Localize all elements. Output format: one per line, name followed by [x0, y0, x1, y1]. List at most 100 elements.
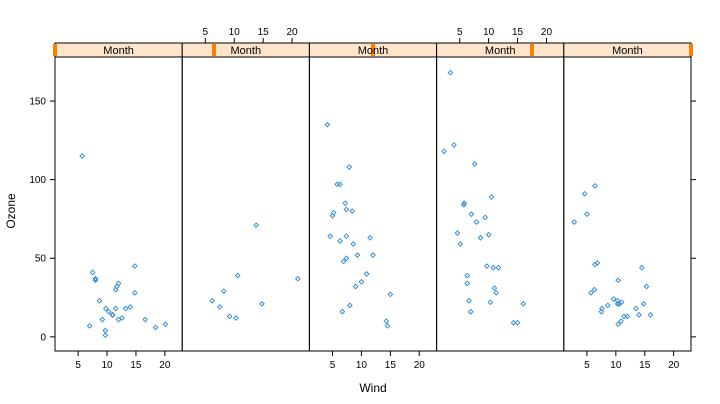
data-point — [162, 321, 169, 328]
data-point — [490, 264, 497, 271]
data-point — [346, 302, 353, 309]
data-point — [112, 305, 119, 312]
data-point — [618, 299, 625, 306]
strip-label-4: Month — [485, 45, 516, 57]
data-point — [105, 308, 112, 315]
data-point — [467, 308, 474, 315]
data-point — [581, 190, 588, 197]
data-point — [294, 275, 301, 282]
data-point — [454, 230, 461, 236]
data-point — [337, 181, 343, 188]
data-point — [363, 271, 370, 277]
data-point — [599, 305, 605, 312]
strip-label-3: Month — [358, 45, 389, 57]
data-point — [79, 153, 86, 159]
data-point — [349, 208, 356, 214]
data-point — [89, 269, 96, 276]
x-tick-label-bottom: 20 — [414, 360, 426, 371]
data-point — [588, 289, 594, 296]
panel-2: Month — [181, 42, 310, 352]
strip-label-2: Month — [231, 45, 262, 57]
panels-layer: Month Month Month Month Month — [53, 42, 693, 352]
x-tick-label-bottom: 10 — [610, 360, 622, 371]
data-point — [495, 264, 502, 271]
data-point — [346, 164, 353, 170]
data-point — [610, 296, 617, 303]
data-point — [383, 318, 390, 325]
y-axis-label: Ozone — [4, 193, 18, 229]
data-point — [493, 289, 500, 296]
data-point — [441, 148, 448, 155]
data-point — [482, 214, 489, 221]
data-point — [457, 241, 464, 247]
data-point — [483, 263, 490, 270]
data-point — [640, 300, 647, 307]
data-point — [131, 263, 138, 270]
data-point — [102, 327, 109, 334]
data-point — [468, 211, 475, 218]
data-point — [352, 283, 359, 290]
strip-month-indicator-4 — [530, 44, 534, 56]
data-point — [96, 297, 103, 304]
data-point — [491, 285, 498, 292]
data-point — [520, 300, 527, 307]
data-point — [485, 231, 492, 238]
data-point — [477, 234, 484, 241]
data-point — [327, 233, 334, 240]
data-point — [340, 258, 347, 265]
data-point — [471, 161, 478, 167]
data-point — [209, 297, 216, 304]
data-point — [358, 278, 365, 285]
data-point — [633, 305, 639, 312]
data-point — [99, 316, 106, 323]
data-point — [384, 322, 391, 329]
panel-frame-5 — [563, 56, 692, 352]
panel-5: Month — [563, 42, 693, 352]
data-point — [220, 288, 227, 295]
x-tick-label-bottom: 20 — [159, 360, 171, 371]
data-point — [647, 311, 654, 318]
y-tick-label: 50 — [35, 254, 47, 265]
data-point — [142, 316, 149, 323]
axes-layer: 5 10 15 20 5 10 15 20 5 10 15 20 5 10 15 20 5 10 15 20 0 50 10… — [29, 27, 696, 371]
panel-frame-4 — [436, 56, 565, 352]
x-tick-label-top: 20 — [286, 27, 298, 38]
data-point — [464, 280, 471, 287]
data-point — [487, 299, 494, 306]
data-point — [615, 277, 622, 284]
panel-1: Month — [53, 42, 183, 352]
y-tick-label: 0 — [40, 332, 46, 343]
panel-4: Month — [436, 42, 565, 352]
data-point — [122, 305, 129, 312]
data-point — [488, 194, 495, 200]
data-point — [451, 142, 457, 148]
x-tick-label-bottom: 10 — [101, 360, 113, 371]
data-point — [330, 209, 337, 216]
data-point — [216, 304, 223, 310]
data-point — [510, 319, 517, 326]
strip-label-5: Month — [612, 45, 643, 57]
data-point — [92, 275, 99, 282]
data-point — [115, 280, 122, 287]
data-point — [86, 322, 93, 329]
data-point — [447, 69, 454, 76]
panel-frame-1 — [54, 56, 183, 352]
x-tick-label-top: 15 — [512, 27, 524, 38]
data-point — [343, 255, 350, 262]
data-point — [343, 206, 350, 213]
data-point — [102, 332, 109, 339]
x-tick-label-bottom: 5 — [330, 360, 336, 371]
data-point — [127, 304, 134, 310]
x-axis-label: Wind — [359, 381, 386, 395]
x-tick-label-bottom: 15 — [639, 360, 651, 371]
x-tick-label-bottom: 15 — [130, 360, 142, 371]
data-point — [584, 211, 590, 218]
data-point — [638, 264, 645, 271]
data-point — [473, 219, 480, 225]
data-point — [131, 289, 138, 296]
x-tick-label-top: 15 — [258, 27, 270, 38]
data-point — [324, 121, 331, 128]
data-point — [342, 200, 349, 207]
data-point — [643, 283, 650, 290]
